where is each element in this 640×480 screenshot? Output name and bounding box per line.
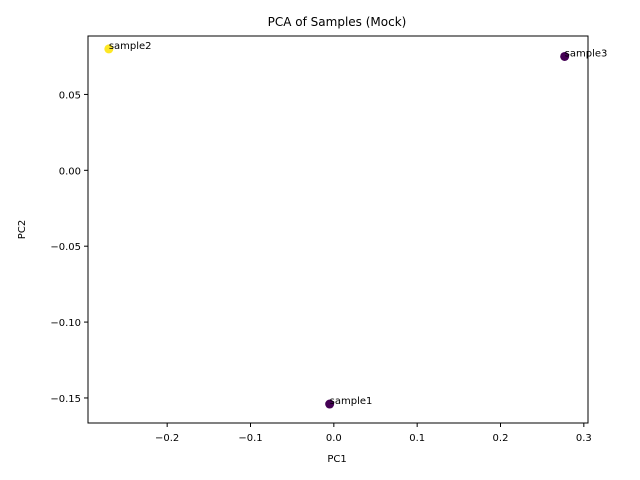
y-tick-label: 0.00 <box>59 166 81 177</box>
y-axis-label: PC2 <box>17 220 28 239</box>
scatter-point-sample3 <box>560 51 570 61</box>
x-tick-label: 0.0 <box>326 433 342 444</box>
x-axis: −0.2 −0.1 0.0 0.1 0.2 0.3 <box>155 423 592 444</box>
y-tick-label: −0.10 <box>50 318 81 329</box>
data-points: sample1 sample2 sample3 <box>104 41 607 409</box>
x-tick-label: −0.2 <box>155 433 179 444</box>
x-tick-label: −0.1 <box>238 433 262 444</box>
y-tick-label: −0.05 <box>50 242 81 253</box>
chart-title: PCA of Samples (Mock) <box>268 15 407 29</box>
scatter-point-sample2 <box>104 44 114 54</box>
point-label-sample2: sample2 <box>109 41 152 52</box>
x-tick-label: 0.1 <box>409 433 425 444</box>
y-tick-label: 0.05 <box>59 90 81 101</box>
x-tick-label: 0.3 <box>576 433 592 444</box>
x-axis-label: PC1 <box>327 454 346 465</box>
x-tick-label: 0.2 <box>493 433 509 444</box>
scatter-point-sample1 <box>325 399 335 409</box>
point-label-sample1: sample1 <box>330 396 373 407</box>
y-axis: −0.15 −0.10 −0.05 0.00 0.05 <box>50 90 88 405</box>
y-tick-label: −0.15 <box>50 394 81 405</box>
point-label-sample3: sample3 <box>565 48 608 59</box>
plot-area-frame <box>87 35 589 424</box>
